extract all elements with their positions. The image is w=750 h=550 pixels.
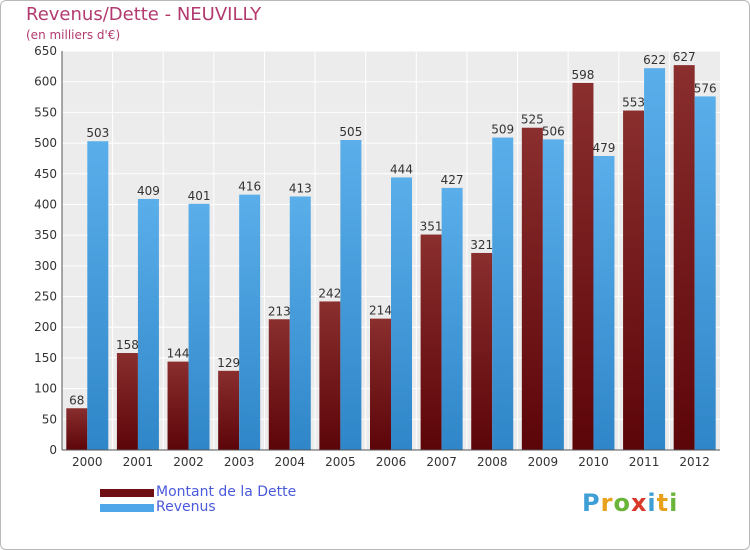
data-label-dette: 627 [673, 50, 696, 64]
bar-dette [420, 234, 442, 450]
x-tick-label: 2002 [173, 455, 204, 469]
bar-dette [167, 361, 189, 450]
y-tick-label: 650 [34, 44, 57, 58]
y-tick-label: 250 [34, 290, 57, 304]
bar-revenus [391, 177, 412, 450]
bar-revenus [694, 96, 716, 450]
logo-letter: x [630, 489, 648, 517]
y-tick-label: 0 [49, 443, 57, 457]
logo-letter: i [647, 489, 657, 517]
data-label-revenus: 416 [238, 180, 261, 194]
data-label-dette: 214 [369, 304, 392, 318]
x-tick-label: 2004 [274, 455, 305, 469]
data-label-revenus: 401 [188, 189, 211, 203]
bar-revenus [87, 141, 109, 450]
y-tick-label: 50 [42, 412, 57, 426]
data-label-dette: 68 [69, 393, 84, 407]
data-label-revenus: 479 [593, 141, 616, 155]
data-label-revenus: 413 [289, 181, 312, 195]
bar-revenus [492, 137, 514, 450]
data-label-revenus: 509 [491, 123, 514, 137]
bar-dette [471, 252, 493, 450]
x-tick-label: 2007 [426, 455, 457, 469]
x-tick-label: 2012 [679, 455, 710, 469]
bar-dette [218, 370, 240, 450]
data-label-dette: 598 [572, 68, 595, 82]
data-label-dette: 144 [167, 347, 190, 361]
data-label-revenus: 409 [137, 184, 160, 198]
x-tick-label: 2003 [224, 455, 255, 469]
x-tick-label: 2010 [578, 455, 609, 469]
data-label-dette: 158 [116, 338, 139, 352]
logo-letter: o [613, 489, 631, 517]
bar-dette [572, 82, 594, 451]
legend-label-revenus: Revenus [156, 499, 216, 515]
data-label-revenus: 576 [694, 81, 717, 95]
bar-revenus [340, 140, 362, 450]
y-tick-label: 100 [34, 382, 57, 396]
bar-dette [66, 408, 88, 450]
x-tick-label: 2000 [72, 455, 103, 469]
data-label-dette: 129 [217, 356, 240, 370]
chart-subtitle: (en milliers d'€) [26, 28, 121, 42]
data-label-revenus: 444 [390, 162, 413, 176]
bar-dette [521, 127, 543, 450]
data-label-revenus: 622 [643, 53, 666, 67]
data-label-dette: 553 [622, 96, 645, 110]
logo-letter: t [656, 489, 670, 517]
legend-label-debt: Montant de la Dette [156, 484, 297, 500]
proxiti-logo: Proxiti [582, 489, 678, 517]
data-label-dette: 321 [470, 238, 493, 252]
x-tick-label: 2001 [123, 455, 154, 469]
data-label-revenus: 427 [441, 173, 464, 187]
x-tick-label: 2006 [376, 455, 407, 469]
y-tick-label: 300 [34, 259, 57, 273]
y-tick-label: 150 [34, 351, 57, 365]
logo-letter: i [669, 489, 679, 517]
bar-dette [370, 318, 391, 450]
logo-letter: P [582, 489, 601, 517]
bar-dette [623, 110, 645, 450]
chart-title: Revenus/Dette - NEUVILLY [26, 4, 262, 25]
y-tick-label: 200 [34, 320, 57, 334]
data-label-dette: 351 [420, 220, 443, 234]
data-label-dette: 525 [521, 113, 544, 127]
bar-revenus [593, 155, 615, 450]
bar-revenus [289, 196, 311, 450]
y-tick-label: 350 [34, 228, 57, 242]
legend-swatch-revenus [100, 504, 154, 512]
y-tick-label: 400 [34, 197, 57, 211]
legend-swatch-debt [100, 489, 154, 497]
bar-revenus [542, 139, 564, 450]
bar-revenus [441, 187, 463, 450]
y-tick-label: 500 [34, 136, 57, 150]
x-tick-label: 2005 [325, 455, 356, 469]
bar-revenus [644, 68, 666, 451]
bar-revenus [188, 203, 210, 450]
bar-dette [319, 301, 341, 450]
x-tick-label: 2008 [477, 455, 508, 469]
y-tick-label: 600 [34, 75, 57, 89]
bar-dette [116, 353, 138, 450]
y-tick-label: 550 [34, 105, 57, 119]
bar-dette [673, 65, 695, 450]
data-label-revenus: 506 [542, 124, 565, 138]
data-label-dette: 242 [318, 286, 341, 300]
x-tick-label: 2009 [528, 455, 559, 469]
data-label-dette: 213 [268, 304, 291, 318]
bar-revenus [137, 198, 159, 450]
bar-revenus [239, 194, 261, 450]
logo-letter: r [600, 489, 614, 517]
data-label-revenus: 503 [86, 126, 109, 140]
bar-dette [268, 319, 290, 450]
x-tick-label: 2011 [629, 455, 660, 469]
y-tick-label: 450 [34, 167, 57, 181]
data-label-revenus: 505 [339, 125, 362, 139]
